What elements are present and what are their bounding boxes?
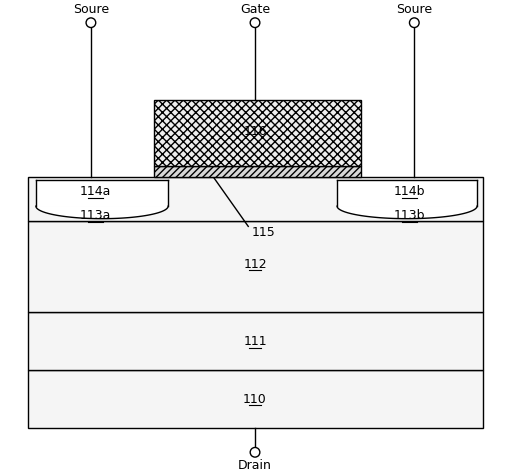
Bar	[154, 100, 361, 166]
Text: 110: 110	[243, 393, 267, 406]
Bar	[36, 180, 168, 206]
Circle shape	[250, 447, 260, 457]
Bar	[28, 177, 483, 220]
Circle shape	[86, 18, 96, 28]
Bar	[337, 180, 477, 206]
Bar	[28, 370, 483, 428]
Text: 115: 115	[252, 226, 276, 239]
Bar	[154, 166, 361, 177]
Text: Drain: Drain	[238, 459, 272, 472]
Text: 111: 111	[243, 335, 267, 348]
Text: 114b: 114b	[393, 185, 425, 198]
Bar	[28, 313, 483, 370]
Text: 114a: 114a	[80, 185, 111, 198]
Text: 112: 112	[243, 257, 267, 271]
Polygon shape	[337, 206, 477, 219]
Text: Soure: Soure	[396, 3, 432, 16]
Text: 113b: 113b	[393, 209, 425, 222]
Text: Gate: Gate	[240, 3, 270, 16]
Text: 113a: 113a	[80, 209, 111, 222]
Text: 116: 116	[243, 125, 267, 138]
Text: Soure: Soure	[73, 3, 109, 16]
Circle shape	[409, 18, 419, 28]
Circle shape	[250, 18, 260, 28]
Bar	[28, 220, 483, 313]
Polygon shape	[36, 206, 168, 219]
